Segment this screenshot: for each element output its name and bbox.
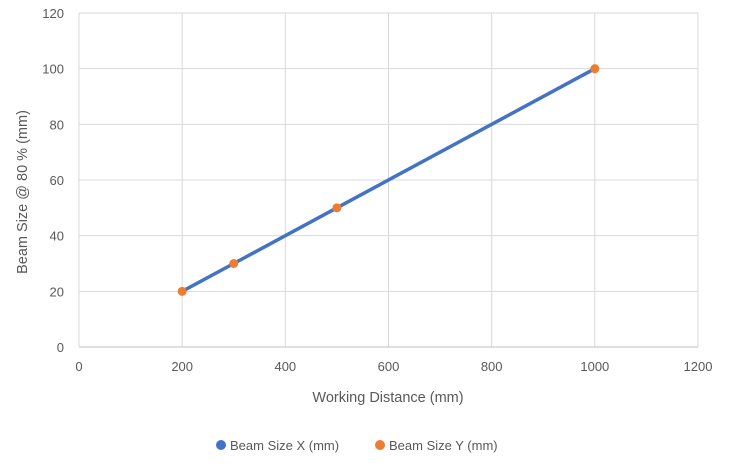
y-axis-title: Beam Size @ 80 % (mm): [15, 110, 31, 274]
data-point-series-2: [332, 203, 342, 213]
y-tick-label: 40: [50, 229, 64, 244]
x-tick-label: 800: [481, 359, 503, 374]
x-tick-label: 200: [171, 359, 193, 374]
tick-labels: 0 200 400 600 800 1000 1200 0 20 40 60 80 100 120: [42, 6, 712, 374]
axes: [78, 13, 698, 348]
data-point-series-2: [590, 64, 600, 74]
y-tick-label: 120: [42, 6, 64, 21]
series-line-1: [180, 66, 597, 294]
y-tick-label: 20: [50, 284, 64, 299]
legend: Beam Size X (mm) Beam Size Y (mm): [216, 438, 498, 453]
x-axis-title: Working Distance (mm): [312, 390, 463, 406]
x-tick-label: 1000: [580, 359, 609, 374]
series: [177, 64, 600, 296]
legend-marker-series-2: [375, 440, 385, 450]
y-tick-label: 100: [42, 62, 64, 77]
y-tick-label: 80: [50, 117, 64, 132]
legend-marker-series-1: [216, 440, 226, 450]
x-tick-label: 400: [274, 359, 296, 374]
data-point-series-2: [229, 259, 239, 268]
y-tick-label: 0: [57, 340, 64, 355]
x-tick-label: 1200: [684, 359, 713, 374]
legend-label-series-1: Beam Size X (mm): [230, 438, 339, 453]
data-point-series-2: [177, 286, 187, 296]
y-tick-label: 60: [50, 173, 64, 188]
legend-label-series-2: Beam Size Y (mm): [389, 438, 498, 453]
x-tick-label: 600: [378, 359, 400, 374]
x-tick-label: 0: [75, 359, 82, 374]
